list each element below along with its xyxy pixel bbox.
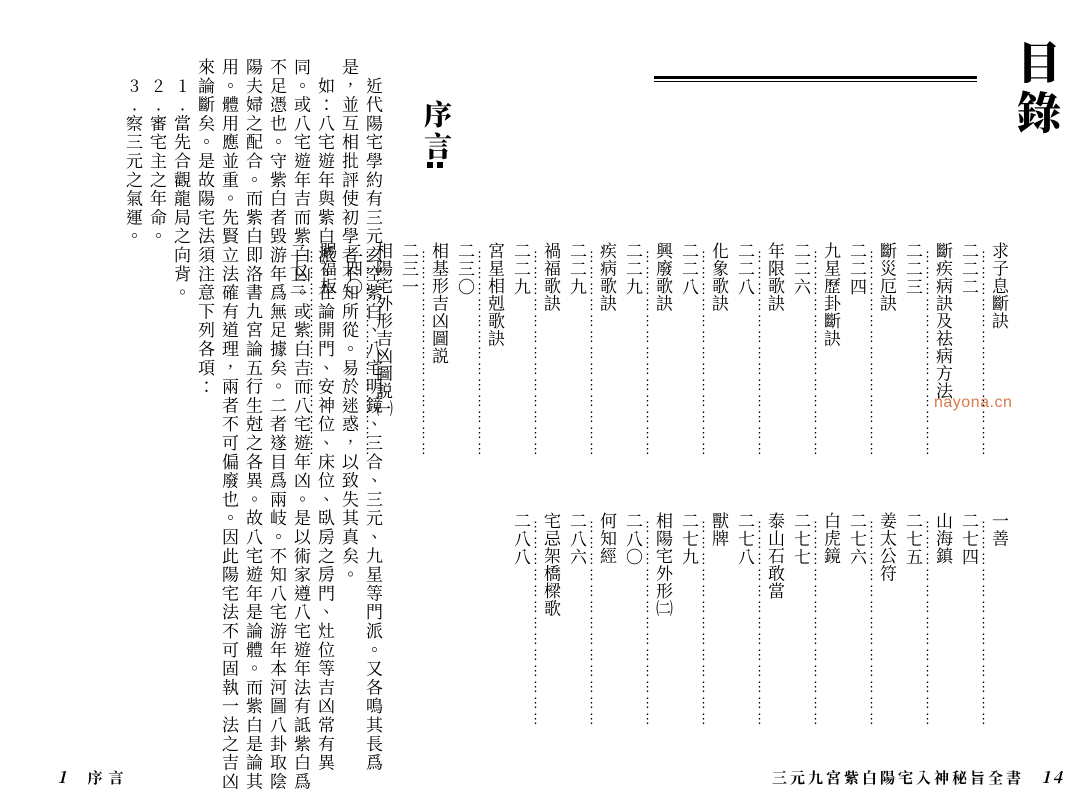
toc-entry-label: 相陽宅外形㈡ [656, 512, 673, 736]
toc-entry-label: 斷災厄訣 [880, 242, 897, 466]
toc-entry-label: 年限歌訣 [768, 242, 785, 466]
preface-line: 不足憑也。守紫白者毀游年爲無足據矣。二者遂目爲兩岐。不知八宅游年本河圖八卦取陰 [270, 58, 287, 738]
right-page-number: 14 [1042, 765, 1065, 788]
preface-line: 3.察三元之氣運。 [126, 58, 143, 738]
toc-entry-page: 二二九 [626, 242, 643, 466]
preface-line: 用。體用應並重。先賢立法確有道理，兩者不可偏廢也。因此陽宅法不可固執一法之吉凶 [222, 58, 239, 738]
toc-entry-page: 二三〇 [458, 242, 475, 466]
toc-entry-page: 二七九 [682, 512, 699, 736]
toc-entry-page: 二二三 [906, 242, 923, 466]
toc-entry: 獸牌⋮⋮⋮⋮⋮⋮⋮⋮⋮⋮⋮⋮⋮二七九 [682, 512, 729, 736]
toc-entry: 山海鎮⋮⋮⋮⋮⋮⋮⋮⋮⋮⋮⋮⋮⋮二七五 [906, 512, 953, 736]
right-page: 目錄 nayona.cn 求子息斷訣⋮⋮⋮⋮⋮⋮⋮⋮⋮⋮⋮⋮⋮二二二斷疾病訣及祛… [543, 0, 1087, 800]
toc-entry-label: 求子息斷訣 [992, 242, 1009, 466]
toc-entry-page: 二七三 [290, 242, 307, 466]
toc-entry: 姜太公符⋮⋮⋮⋮⋮⋮⋮⋮⋮⋮⋮⋮⋮二七六 [850, 512, 897, 736]
toc-entry: 一善⋮⋮⋮⋮⋮⋮⋮⋮⋮⋮⋮⋮⋮二七四 [962, 512, 1009, 736]
toc-entry-page: 二八六 [570, 512, 587, 736]
toc-group-top: 求子息斷訣⋮⋮⋮⋮⋮⋮⋮⋮⋮⋮⋮⋮⋮二二二斷疾病訣及祛病方法⋮⋮⋮⋮⋮⋮⋮⋮⋮⋮… [290, 242, 1009, 466]
toc-entry-page: 二二九 [514, 242, 531, 466]
toc-entry-label: 化象歌訣 [712, 242, 729, 466]
toc-entry-page: 二七六 [850, 512, 867, 736]
toc-entry-label: 興廢歌訣 [656, 242, 673, 466]
toc-entry-label: 泰山石敢當 [768, 512, 785, 736]
toc-entry-page: 二七五 [906, 512, 923, 736]
toc-entry-label: 何知經 [600, 512, 617, 736]
toc-entry: 年限歌訣⋮⋮⋮⋮⋮⋮⋮⋮⋮⋮⋮⋮⋮二二八 [738, 242, 785, 466]
toc-entry-page: 二七四 [962, 512, 979, 736]
toc-entry: 賜福板⋮⋮⋮⋮⋮⋮⋮⋮⋮⋮⋮⋮⋮二七三 [290, 242, 337, 466]
toc-heading: 目錄 [1007, 40, 1071, 140]
toc-entry: 禍福歌訣⋮⋮⋮⋮⋮⋮⋮⋮⋮⋮⋮⋮⋮二二九 [514, 242, 561, 466]
toc-entry: 相基形吉凶圖説⋮⋮⋮⋮⋮⋮⋮⋮⋮⋮⋮⋮⋮二三一 [402, 242, 449, 466]
toc-entry: 九星歷卦斷訣⋮⋮⋮⋮⋮⋮⋮⋮⋮⋮⋮⋮⋮二二六 [794, 242, 841, 466]
toc-entry-label: 相陽宅外形吉凶圖説㈠ [376, 242, 393, 466]
toc-entry: 相陽宅外形吉凶圖説㈠⋮⋮⋮⋮⋮⋮⋮⋮⋮⋮⋮⋮⋮二四〇 [346, 242, 393, 466]
toc-entry-page: 二三一 [402, 242, 419, 466]
toc-entry-page: 二二八 [682, 242, 699, 466]
toc-group-bottom: 一善⋮⋮⋮⋮⋮⋮⋮⋮⋮⋮⋮⋮⋮二七四山海鎮⋮⋮⋮⋮⋮⋮⋮⋮⋮⋮⋮⋮⋮二七五姜太公… [514, 512, 1009, 736]
toc-entry-label: 宮星相剋歌訣 [488, 242, 505, 466]
toc-entry-label: 白虎鏡 [824, 512, 841, 736]
toc-entry: 泰山石敢當⋮⋮⋮⋮⋮⋮⋮⋮⋮⋮⋮⋮⋮二七八 [738, 512, 785, 736]
toc-entry: 斷災厄訣⋮⋮⋮⋮⋮⋮⋮⋮⋮⋮⋮⋮⋮二二四 [850, 242, 897, 466]
toc-entry: 斷疾病訣及祛病方法⋮⋮⋮⋮⋮⋮⋮⋮⋮⋮⋮⋮⋮二二三 [906, 242, 953, 466]
toc-rule-icon [654, 76, 977, 82]
toc-entry-page: 二七七 [794, 512, 811, 736]
heading-dots-icon [437, 162, 443, 168]
toc-entry: 求子息斷訣⋮⋮⋮⋮⋮⋮⋮⋮⋮⋮⋮⋮⋮二二二 [962, 242, 1009, 466]
left-footer: 1 序言 [58, 765, 129, 788]
toc-entry: 宮星相剋歌訣⋮⋮⋮⋮⋮⋮⋮⋮⋮⋮⋮⋮⋮二三〇 [458, 242, 505, 466]
toc-entry: 何知經⋮⋮⋮⋮⋮⋮⋮⋮⋮⋮⋮⋮⋮二八六 [570, 512, 617, 736]
toc-entry-page: 二二二 [962, 242, 979, 466]
left-page-number: 1 [58, 765, 67, 788]
toc-entry-label: 宅忌架橋樑歌 [544, 512, 561, 736]
preface-line: 來論斷矣。是故陽宅法須注意下列各項： [198, 58, 215, 738]
toc-entry-label: 姜太公符 [880, 512, 897, 736]
toc-entry-page: 二四〇 [346, 242, 363, 466]
toc-entry-label: 禍福歌訣 [544, 242, 561, 466]
toc-entry-label: 九星歷卦斷訣 [824, 242, 841, 466]
preface-heading: 序言 [418, 100, 458, 164]
toc-entry-label: 斷疾病訣及祛病方法 [936, 242, 953, 466]
toc-entry: 宅忌架橋樑歌⋮⋮⋮⋮⋮⋮⋮⋮⋮⋮⋮⋮⋮二八八 [514, 512, 561, 736]
toc-entry-page: 二七八 [738, 512, 755, 736]
toc-entry: 疾病歌訣⋮⋮⋮⋮⋮⋮⋮⋮⋮⋮⋮⋮⋮二二九 [570, 242, 617, 466]
right-footer-label: 三元九宮紫白陽宅入神秘旨全書 [772, 767, 1024, 788]
toc-entry: 相陽宅外形㈡⋮⋮⋮⋮⋮⋮⋮⋮⋮⋮⋮⋮⋮二八〇 [626, 512, 673, 736]
toc-entry-page: 二八〇 [626, 512, 643, 736]
left-footer-label: 序言 [87, 767, 129, 788]
toc-entry: 白虎鏡⋮⋮⋮⋮⋮⋮⋮⋮⋮⋮⋮⋮⋮二七七 [794, 512, 841, 736]
preface-line: 陽夫婦之配合。而紫白即洛書九宮論五行生尅之各異。故八宅遊年是論體。而紫白是論其 [246, 58, 263, 738]
toc-entry: 化象歌訣⋮⋮⋮⋮⋮⋮⋮⋮⋮⋮⋮⋮⋮二二八 [682, 242, 729, 466]
toc-entry-label: 一善 [992, 512, 1009, 736]
toc-entry-label: 賜福板 [320, 242, 337, 466]
toc-entry-page: 二二六 [794, 242, 811, 466]
toc-entry-label: 相基形吉凶圖説 [432, 242, 449, 466]
preface-line: 1.當先合觀龍局之向背。 [174, 58, 191, 738]
toc-entry-label: 山海鎮 [936, 512, 953, 736]
toc-entry-page: 二八八 [514, 512, 531, 736]
toc-entry: 興廢歌訣⋮⋮⋮⋮⋮⋮⋮⋮⋮⋮⋮⋮⋮二二九 [626, 242, 673, 466]
toc-entry-page: 二二四 [850, 242, 867, 466]
toc-entry-page: 二二八 [738, 242, 755, 466]
toc-entry-label: 獸牌 [712, 512, 729, 736]
toc-entry-page: 二二九 [570, 242, 587, 466]
right-footer: 三元九宮紫白陽宅入神秘旨全書 14 [772, 765, 1065, 788]
toc-entry-label: 疾病歌訣 [600, 242, 617, 466]
preface-line: 2.審宅主之年命。 [150, 58, 167, 738]
